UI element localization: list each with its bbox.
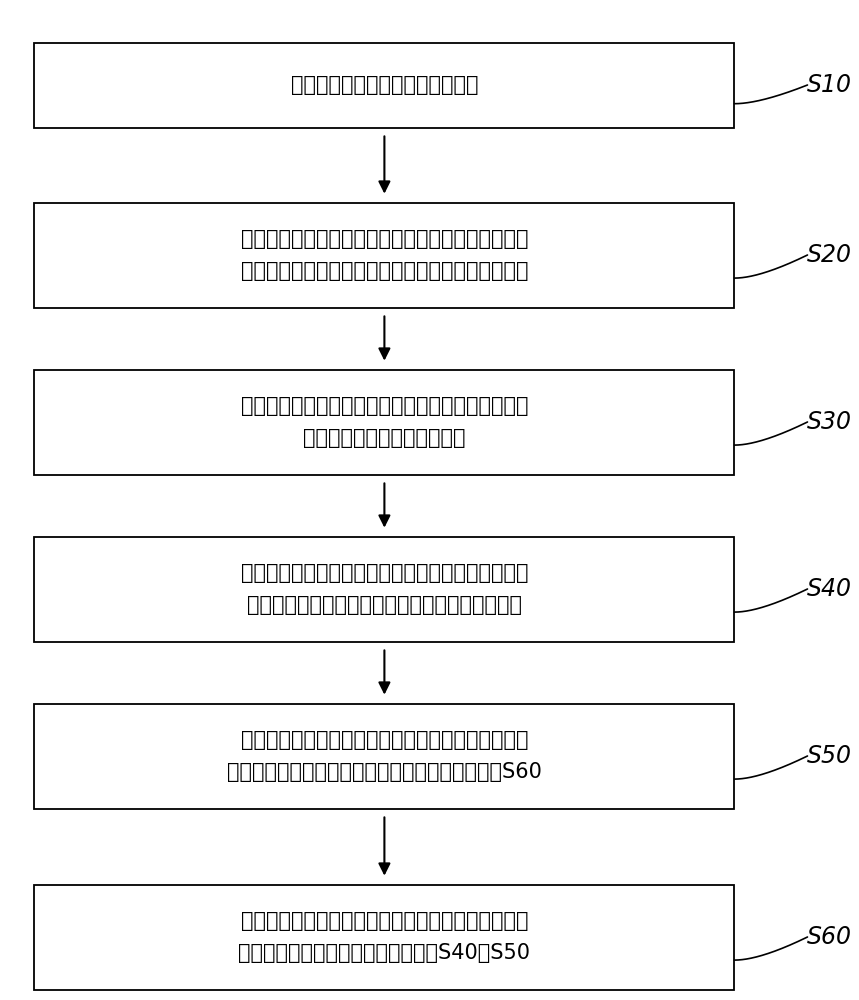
Text: 调整两个电控平移台，使传感器的中心线与待测多极: 调整两个电控平移台，使传感器的中心线与待测多极 bbox=[241, 911, 528, 931]
Text: S50: S50 bbox=[807, 744, 851, 768]
Text: 中心线与待测多极磁铁的中心轴线之间的位置偏差: 中心线与待测多极磁铁的中心轴线之间的位置偏差 bbox=[247, 595, 522, 615]
Text: S10: S10 bbox=[807, 73, 851, 97]
Text: 判断位置偏差是否在预设的偏差范围内，若是则表示: 判断位置偏差是否在预设的偏差范围内，若是则表示 bbox=[241, 730, 528, 750]
Text: 利用三坐标测量机测量传感器的位置，获得传感器的: 利用三坐标测量机测量传感器的位置，获得传感器的 bbox=[241, 563, 528, 583]
Text: 待测多极磁铁的磁场准直完毕；若否，则执行步骤S60: 待测多极磁铁的磁场准直完毕；若否，则执行步骤S60 bbox=[227, 762, 542, 782]
Bar bbox=[34, 704, 734, 808]
Text: S20: S20 bbox=[807, 243, 851, 267]
Text: 将待测多极磁铁放置在磁铁支座上: 将待测多极磁铁放置在磁铁支座上 bbox=[290, 75, 478, 95]
Text: 利用三坐标测量机测量待测多极磁铁的位置，建立基: 利用三坐标测量机测量待测多极磁铁的位置，建立基 bbox=[241, 229, 528, 249]
Bar bbox=[34, 42, 734, 127]
Text: 分别支撑在两个电控平移台上: 分别支撑在两个电控平移台上 bbox=[303, 428, 466, 448]
Text: S60: S60 bbox=[807, 925, 851, 949]
Text: 准坐标系，基准坐标系的原点为待测多极磁铁的中心: 准坐标系，基准坐标系的原点为待测多极磁铁的中心 bbox=[241, 261, 528, 281]
Bar bbox=[34, 885, 734, 990]
Text: S40: S40 bbox=[807, 577, 851, 601]
Bar bbox=[34, 369, 734, 475]
Bar bbox=[34, 202, 734, 308]
Text: S30: S30 bbox=[807, 410, 851, 434]
Text: 将传感器穿过待测多极磁铁的孔径，使传感器的两端: 将传感器穿过待测多极磁铁的孔径，使传感器的两端 bbox=[241, 396, 528, 416]
Text: 磁铁的中心轴线趋于重合，返回步骤S40、S50: 磁铁的中心轴线趋于重合，返回步骤S40、S50 bbox=[239, 943, 530, 963]
Bar bbox=[34, 536, 734, 642]
